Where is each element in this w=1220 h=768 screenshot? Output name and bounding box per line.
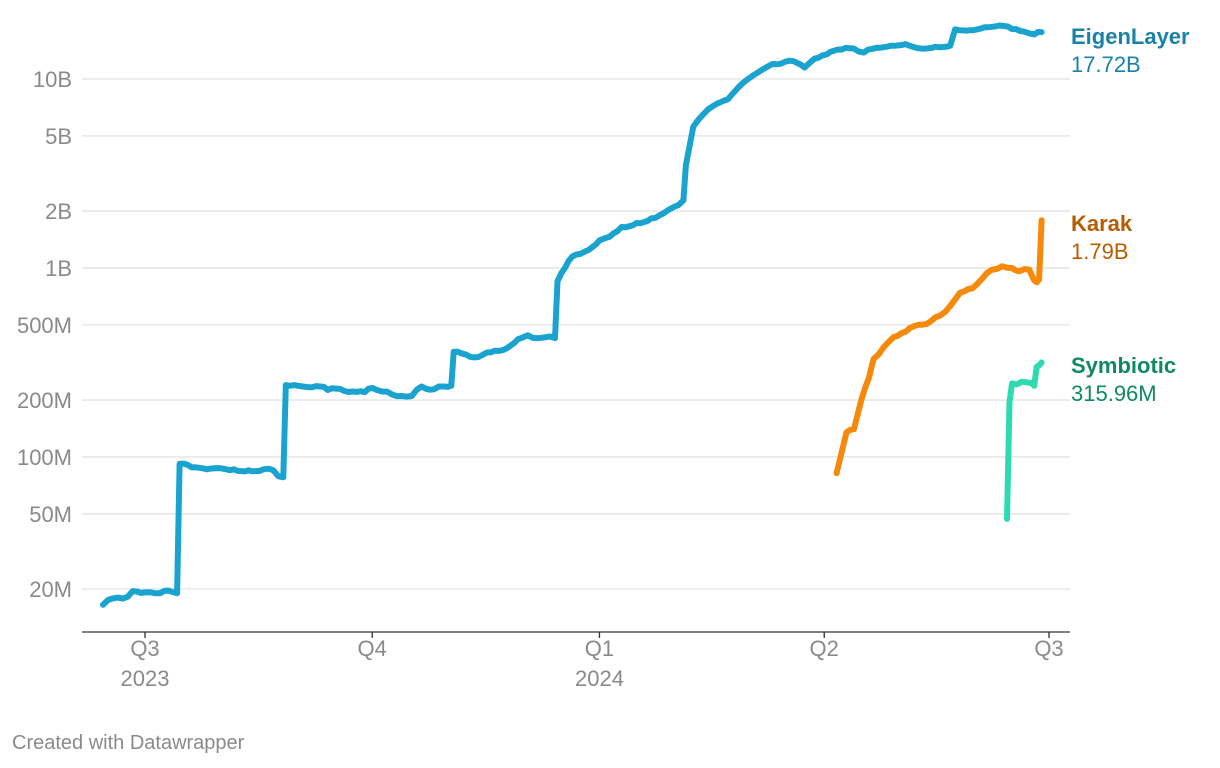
y-tick-label: 500M	[17, 313, 72, 338]
series-name-label-eigenlayer: EigenLayer	[1071, 24, 1190, 49]
y-tick-label: 100M	[17, 445, 72, 470]
x-tick-label: Q4	[358, 636, 387, 661]
x-tick-label: Q3	[1034, 636, 1063, 661]
y-gridlines	[82, 78, 1070, 590]
y-tick-label: 5B	[45, 124, 72, 149]
series-lines	[100, 22, 1045, 608]
series-value-label-symbiotic: 315.96M	[1071, 381, 1157, 406]
series-line-symbiotic	[1004, 359, 1045, 522]
x-tick-label: Q2	[810, 636, 839, 661]
x-tick-label: Q3	[130, 636, 159, 661]
datawrapper-credit: Created with Datawrapper	[12, 732, 245, 754]
series-value-label-eigenlayer: 17.72B	[1071, 52, 1141, 77]
x-tick-year-label: 2024	[575, 666, 624, 691]
y-tick-label: 200M	[17, 388, 72, 413]
x-tick-year-label: 2023	[121, 666, 170, 691]
y-tick-label: 10B	[33, 67, 72, 92]
y-tick-label: 1B	[45, 256, 72, 281]
y-tick-label: 2B	[45, 199, 72, 224]
x-tick-label: Q1	[585, 636, 614, 661]
x-axis-tick-labels: Q3 2023 Q4 Q1 2024 Q2 Q3	[121, 632, 1064, 691]
series-name-label-karak: Karak	[1071, 211, 1133, 236]
series-value-label-karak: 1.79B	[1071, 239, 1129, 264]
y-tick-label: 50M	[29, 502, 72, 527]
y-axis-tick-labels: 20M 50M 100M 200M 500M 1B 2B 5B 10B	[17, 67, 72, 602]
series-line-karak	[833, 217, 1045, 477]
y-tick-label: 20M	[29, 577, 72, 602]
series-end-labels: EigenLayer 17.72B Karak 1.79B Symbiotic 315.9…	[1071, 24, 1190, 406]
series-name-label-symbiotic: Symbiotic	[1071, 353, 1176, 378]
series-line-eigenlayer	[100, 22, 1045, 608]
